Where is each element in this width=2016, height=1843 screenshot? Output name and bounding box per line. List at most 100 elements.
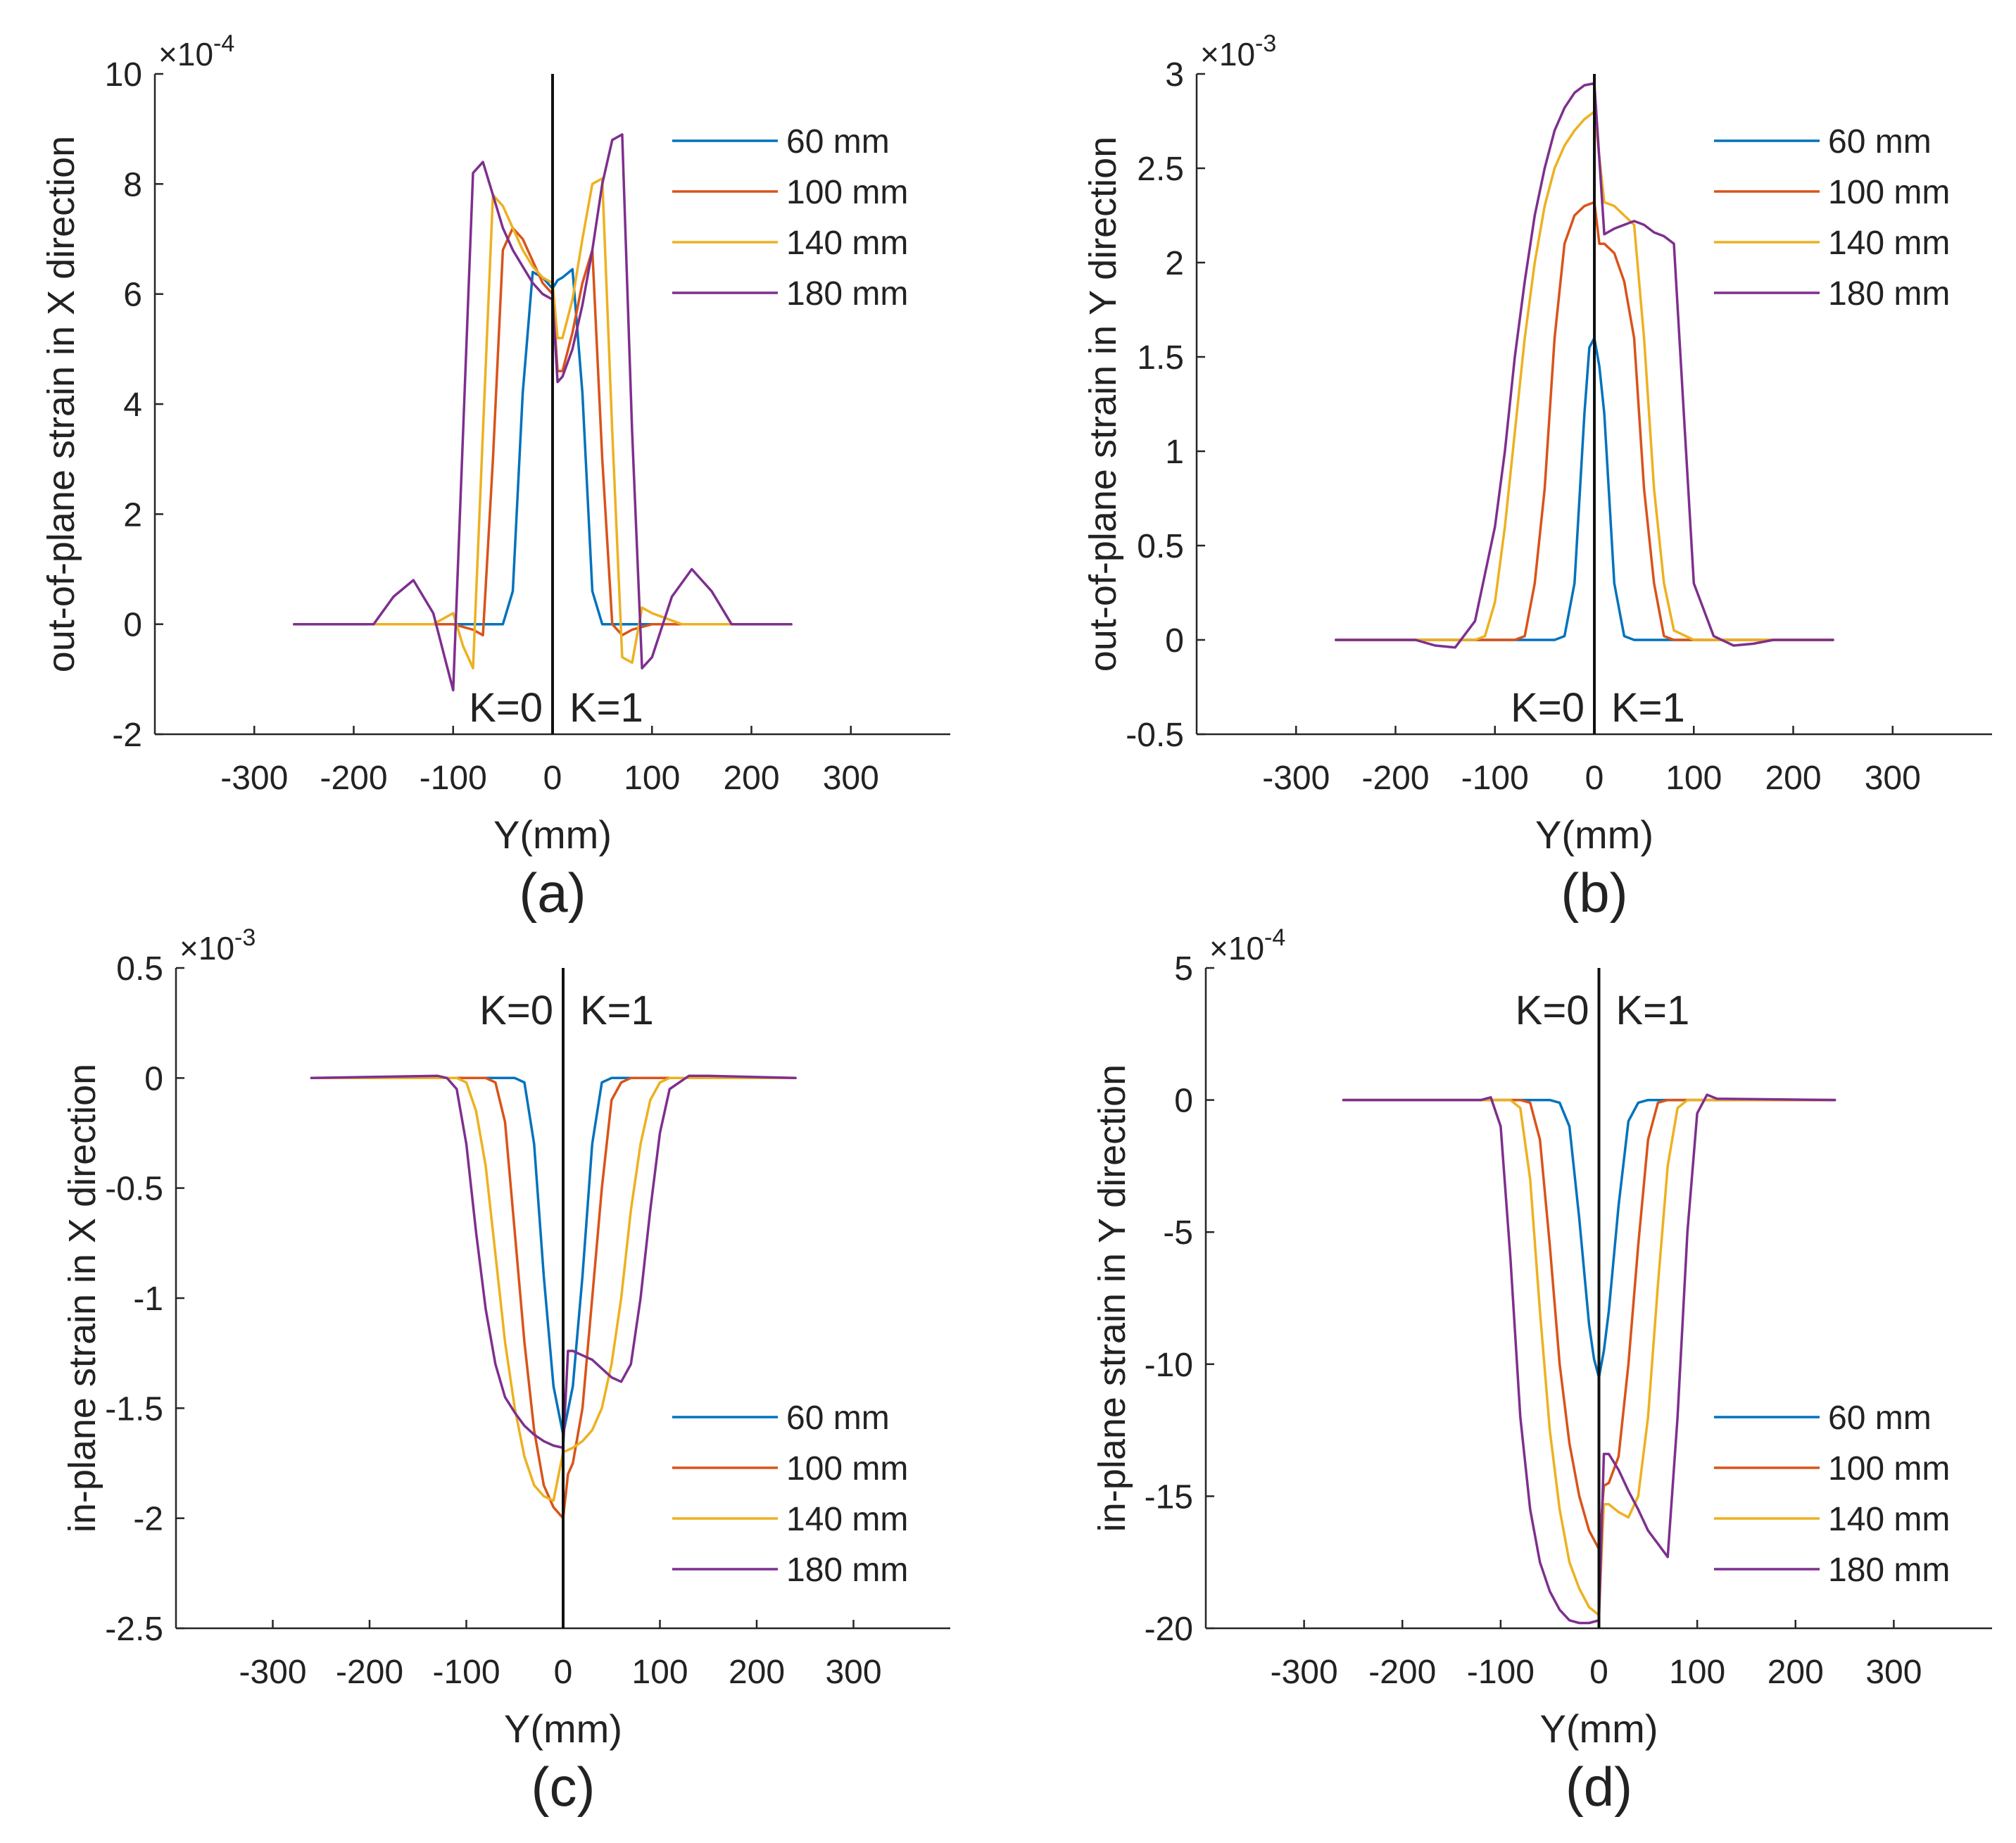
series-line-140-mm: [310, 1076, 797, 1502]
x-tick-label: -100: [1467, 1654, 1535, 1691]
legend-label: 100 mm: [1828, 174, 1950, 211]
y-tick-label: -0.5: [105, 1171, 163, 1208]
series-line-60-mm: [293, 268, 793, 626]
legend-label: 180 mm: [786, 1552, 908, 1589]
legend-label: 60 mm: [1828, 1399, 1932, 1437]
x-tick-label: 200: [723, 760, 779, 797]
y-tick-label: 2: [1165, 245, 1184, 282]
legend-label: 140 mm: [1828, 225, 1950, 262]
legend-label: 100 mm: [786, 1450, 908, 1487]
x-tick-label: -200: [1361, 760, 1429, 797]
series-line-100-mm: [293, 227, 793, 637]
y-multiplier-base: ×10: [158, 36, 213, 73]
legend-label: 180 mm: [1828, 1552, 1950, 1589]
x-tick-label: 200: [1765, 760, 1821, 797]
legend-label: 60 mm: [786, 123, 890, 161]
panel-a: -2 0 2 4 6 8 10 -300 -200 -100 0 100 200 300 Y(mm) out-…: [40, 30, 950, 924]
series-line-180-mm: [1335, 82, 1834, 649]
y-multiplier-base: ×10: [179, 930, 234, 967]
series-line-180-mm: [310, 1074, 797, 1449]
x-tick-label: 100: [624, 760, 680, 797]
series-line-100-mm: [1335, 201, 1834, 641]
y-tick-label: 5: [1174, 950, 1193, 988]
panel-letter: (b): [1561, 862, 1627, 924]
x-tick-label: 100: [1669, 1654, 1725, 1691]
panel-b: -0.5 0 0.5 1 1.5 2 2.5 3 -300 -200 -100 0 100 200 300 Y…: [1082, 30, 1992, 924]
x-tick-label: -300: [1262, 760, 1330, 797]
x-tick-label: 200: [729, 1654, 785, 1691]
y-axis-label: in-plane strain in Y direction: [1091, 1064, 1133, 1532]
y-axis-label: in-plane strain in X direction: [61, 1064, 103, 1533]
panel-letter: (a): [519, 862, 586, 924]
y-tick-label: -0.5: [1126, 717, 1184, 754]
legend-label: 100 mm: [786, 174, 908, 211]
y-tick-label: 4: [123, 386, 142, 424]
x-tick-label: -300: [1271, 1654, 1338, 1691]
y-tick-label: -1.5: [105, 1390, 163, 1428]
y-tick-label: 10: [105, 56, 142, 94]
panel-c: -2.5 -2 -1.5 -1 -0.5 0 0.5 -300 -200 -100 0 100 200 3…: [61, 924, 950, 1818]
k0-label: K=0: [469, 685, 543, 731]
x-tick-label: 0: [1585, 760, 1604, 797]
y-tick-label: 2: [123, 496, 142, 534]
legend-label: 140 mm: [786, 1501, 908, 1538]
y-tick-label: 1: [1165, 434, 1184, 471]
y-tick-label: 3: [1165, 56, 1184, 94]
x-axis-label: Y(mm): [1535, 812, 1653, 857]
y-multiplier-base: ×10: [1200, 36, 1255, 73]
x-tick-label: -200: [320, 760, 387, 797]
legend-label: 100 mm: [1828, 1450, 1950, 1487]
y-tick-label: 1.5: [1137, 339, 1184, 377]
legend-label: 140 mm: [786, 225, 908, 262]
y-tick-label: 0: [1165, 622, 1184, 660]
panel-letter: (c): [531, 1756, 596, 1818]
y-multiplier: ×10-3: [179, 924, 256, 967]
series-line-140-mm: [293, 177, 793, 669]
y-tick-label: -20: [1145, 1611, 1193, 1648]
x-axis-label: Y(mm): [1540, 1706, 1658, 1751]
k1-label: K=1: [1611, 685, 1685, 731]
x-tick-label: -300: [239, 1654, 306, 1691]
x-tick-label: 300: [823, 760, 879, 797]
x-tick-label: 0: [543, 760, 562, 797]
series-line-100-mm: [310, 1076, 797, 1520]
series-line-140-mm: [1342, 1098, 1837, 1616]
x-axis-label: Y(mm): [504, 1706, 622, 1751]
x-tick-label: 100: [631, 1654, 688, 1691]
legend-label: 60 mm: [1828, 123, 1932, 161]
y-multiplier-exponent: -3: [1255, 30, 1276, 57]
y-axis-label: out-of-plane strain in X direction: [40, 136, 82, 672]
k0-label: K=0: [1511, 685, 1585, 731]
y-tick-label: -15: [1145, 1478, 1193, 1516]
y-tick-label: 8: [123, 166, 142, 203]
k0-label: K=0: [1516, 988, 1589, 1033]
k0-label: K=0: [479, 988, 553, 1033]
x-tick-label: 0: [1589, 1654, 1608, 1691]
y-multiplier: ×10-3: [1200, 30, 1276, 73]
panel-letter: (d): [1565, 1756, 1632, 1818]
y-tick-label: 0: [1174, 1083, 1193, 1120]
y-tick-label: -5: [1163, 1214, 1193, 1252]
x-tick-label: 300: [1865, 760, 1921, 797]
y-multiplier-exponent: -4: [213, 30, 234, 57]
y-tick-label: -1: [133, 1281, 163, 1318]
k1-label: K=1: [569, 685, 643, 731]
x-tick-label: 300: [1865, 1654, 1922, 1691]
series-line-60-mm: [1342, 1098, 1837, 1379]
y-multiplier-base: ×10: [1209, 930, 1264, 967]
k1-label: K=1: [1616, 988, 1690, 1033]
x-tick-label: -200: [336, 1654, 403, 1691]
x-tick-label: -100: [420, 760, 487, 797]
legend-label: 60 mm: [786, 1399, 890, 1437]
y-tick-label: 0.5: [116, 950, 163, 988]
legend-label: 180 mm: [1828, 275, 1950, 313]
k1-label: K=1: [580, 988, 654, 1033]
x-tick-label: -100: [432, 1654, 500, 1691]
x-tick-label: -200: [1368, 1654, 1436, 1691]
x-tick-label: 200: [1768, 1654, 1824, 1691]
y-tick-label: -2.5: [105, 1611, 163, 1648]
panel-d: -20 -15 -10 -5 0 5 -300 -200 -100 0 100 200 300 Y(mm)…: [1091, 924, 1992, 1818]
y-tick-label: -10: [1145, 1347, 1193, 1384]
series-line-180-mm: [293, 133, 793, 692]
